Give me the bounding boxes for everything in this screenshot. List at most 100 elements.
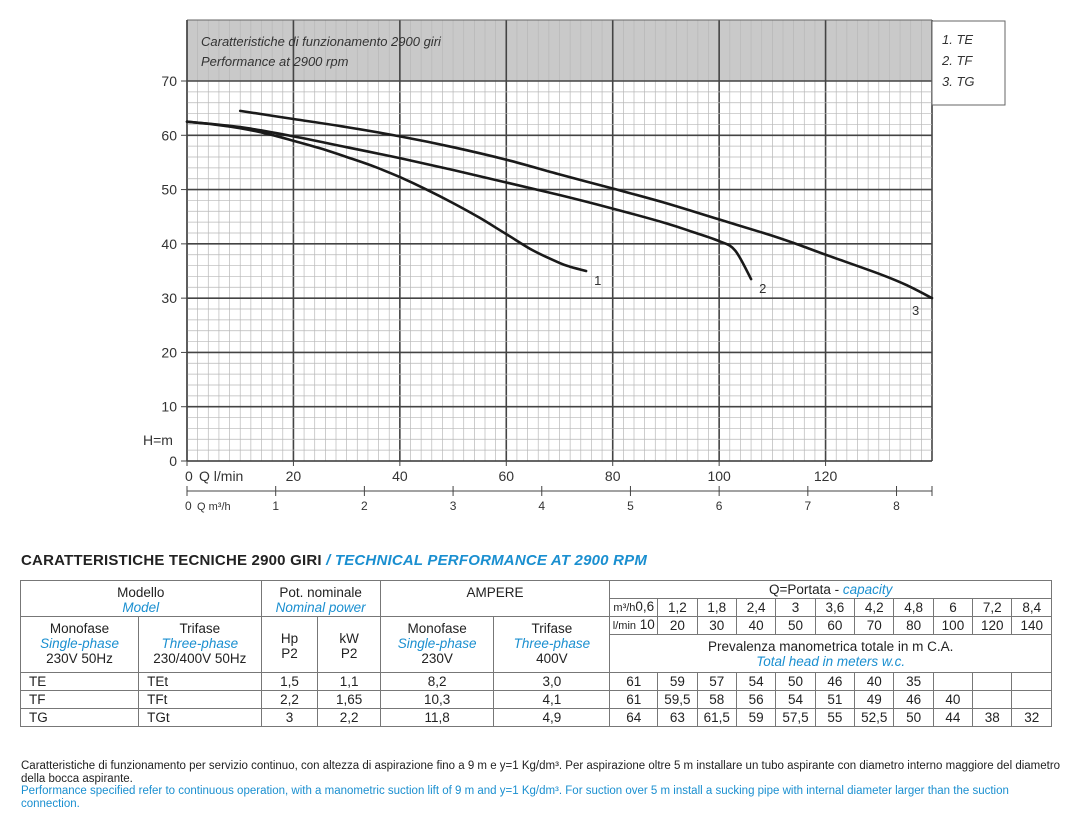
head-cell: 59,5 xyxy=(657,690,698,709)
capacity-m3h-row: m³/h0,6 1,2 1,8 2,4 3 3,6 4,2 4,8 6 7,2 8,4 xyxy=(21,598,1052,617)
ampere-header: AMPERE xyxy=(379,580,611,617)
tri-header-volt: 230/400V 50Hz xyxy=(153,651,247,666)
table-row: TE TEt 1,5 1,1 8,2 3,0 61 59 57 54 50 46 40 35 xyxy=(19,672,1052,691)
head-cell: 61,5 xyxy=(696,708,737,727)
capacity-m3h-cell: m³/h0,6 xyxy=(609,598,659,617)
amp-tri-header: Trifase Three-phase 400V xyxy=(493,616,611,673)
model-mono-cell: TE xyxy=(19,672,140,691)
capacity-header-it: Q=Portata - xyxy=(768,582,843,597)
capacity-m3h: 4,2 xyxy=(854,598,895,617)
capacity-lmin: 140 xyxy=(1011,616,1052,635)
tri-model-header: Trifase Three-phase 230/400V 50Hz xyxy=(138,616,262,673)
capacity-lmin-row: Monofase Single-phase 230V 50Hz Trifase … xyxy=(19,616,1052,673)
amp-mono-volt: 230V xyxy=(421,651,453,666)
head-header: Prevalenza manometrica totale in m C.A. … xyxy=(609,634,1052,673)
legend-box xyxy=(931,20,1006,106)
amp-mono-it: Monofase xyxy=(407,621,467,636)
head-cell: 56 xyxy=(735,690,777,709)
model-header-it: Modello xyxy=(117,585,165,600)
hp-label: Hp xyxy=(280,631,299,646)
x2-tick-label: 7 xyxy=(804,499,811,513)
x-tick-label: 20 xyxy=(286,468,302,484)
capacity-header-en: capacity xyxy=(842,582,893,597)
head-cell: 64 xyxy=(609,708,659,727)
capacity-lmin: 20 xyxy=(657,616,698,635)
kw-cell: 1,1 xyxy=(317,672,381,691)
head-cell: 52,5 xyxy=(854,708,895,727)
capacity-lmin: 50 xyxy=(775,616,816,635)
tri-header-en: Three-phase xyxy=(161,636,239,651)
mono-header-it: Monofase xyxy=(49,621,110,636)
x-tick-label: 40 xyxy=(392,468,408,484)
chart-tick-labels: 0 10 20 30 40 50 60 70 0 20 40 60 80 100 120 0 1 2 3 4 5 6 7 8 xyxy=(161,73,933,513)
capacity-m3h: 7,2 xyxy=(972,598,1013,617)
series-label: 3 xyxy=(912,303,919,318)
x2-tick-label: 6 xyxy=(716,499,723,513)
x-tick-label: 100 xyxy=(707,468,731,484)
y-axis-label: H=m xyxy=(143,432,173,448)
capacity-m3h: 2,4 xyxy=(735,598,777,617)
m3h-unit-label: m³/h xyxy=(613,602,636,614)
head-cell: 46 xyxy=(814,672,856,691)
head-cell: 54 xyxy=(775,690,816,709)
x-tick-label: 60 xyxy=(498,468,514,484)
amp-tri-volt: 400V xyxy=(536,651,568,666)
head-cell xyxy=(972,690,1013,709)
head-cell: 57 xyxy=(696,672,737,691)
hp-cell: 1,5 xyxy=(260,672,319,691)
series-line-3 xyxy=(238,109,934,300)
hp-p2: P2 xyxy=(281,646,298,661)
kw-label: kW xyxy=(339,631,359,646)
series-label: 2 xyxy=(759,281,766,296)
section-heading: CARATTERISTICHE TECNICHE 2900 GIRI / TEC… xyxy=(21,552,647,569)
section-title-en: / TECHNICAL PERFORMANCE AT 2900 RPM xyxy=(321,552,648,569)
amp-mono-en: Single-phase xyxy=(397,636,477,651)
x2-tick-label: 1 xyxy=(272,499,279,513)
section-title-it: CARATTERISTICHE TECNICHE 2900 GIRI xyxy=(21,552,322,569)
x2-tick-label: 5 xyxy=(627,499,634,513)
amp-mono-cell: 10,3 xyxy=(379,690,495,709)
amp-tri-en: Three-phase xyxy=(513,636,591,651)
x2-tick-label: 4 xyxy=(538,499,545,513)
kw-header: kW P2 xyxy=(317,616,381,673)
head-header-it: Prevalenza manometrica totale in m C.A. xyxy=(708,638,954,654)
x-tick-label: 0 xyxy=(185,468,193,484)
model-mono-cell: TG xyxy=(19,708,140,727)
amp-tri-cell: 4,9 xyxy=(493,708,611,727)
power-header: Pot. nominale Nominal power xyxy=(260,580,381,617)
head-cell: 61 xyxy=(609,690,659,709)
head-cell: 50 xyxy=(775,672,816,691)
tri-header-it: Trifase xyxy=(179,621,221,636)
capacity-lmin: 30 xyxy=(696,616,737,635)
x2-tick-label: 0 xyxy=(185,499,192,513)
capacity-m3h: 6 xyxy=(932,598,974,617)
amp-tri-cell: 4,1 xyxy=(493,690,611,709)
y-tick-label: 40 xyxy=(161,236,177,252)
y-tick-label: 70 xyxy=(161,73,177,89)
head-cell: 59 xyxy=(735,708,777,727)
x-tick-label: 80 xyxy=(605,468,621,484)
capacity-lmin: 80 xyxy=(893,616,934,635)
kw-p2: P2 xyxy=(340,646,358,661)
head-cell: 46 xyxy=(893,690,934,709)
capacity-lmin: 120 xyxy=(972,616,1013,635)
head-cell: 54 xyxy=(735,672,777,691)
chart-curves: 1 2 3 xyxy=(185,109,934,318)
note-en: Performance specified refer to continuou… xyxy=(21,785,1009,810)
model-header: Modello Model xyxy=(20,580,262,617)
y-tick-label: 30 xyxy=(161,290,177,306)
head-cell: 57,5 xyxy=(775,708,816,727)
head-cell: 51 xyxy=(814,690,856,709)
kw-cell: 1,65 xyxy=(317,690,381,709)
head-cell xyxy=(1011,672,1052,691)
model-tri-cell: TGt xyxy=(138,708,262,727)
series-line-1 xyxy=(185,120,588,273)
head-cell: 40 xyxy=(854,672,895,691)
head-cell xyxy=(972,672,1013,691)
capacity-m3h: 3,6 xyxy=(814,598,856,617)
amp-tri-it: Trifase xyxy=(531,621,573,636)
capacity-lmin: 100 xyxy=(932,616,974,635)
capacity-lmin: 40 xyxy=(735,616,777,635)
head-cell: 63 xyxy=(657,708,698,727)
capacity-m3h: 1,2 xyxy=(657,598,698,617)
